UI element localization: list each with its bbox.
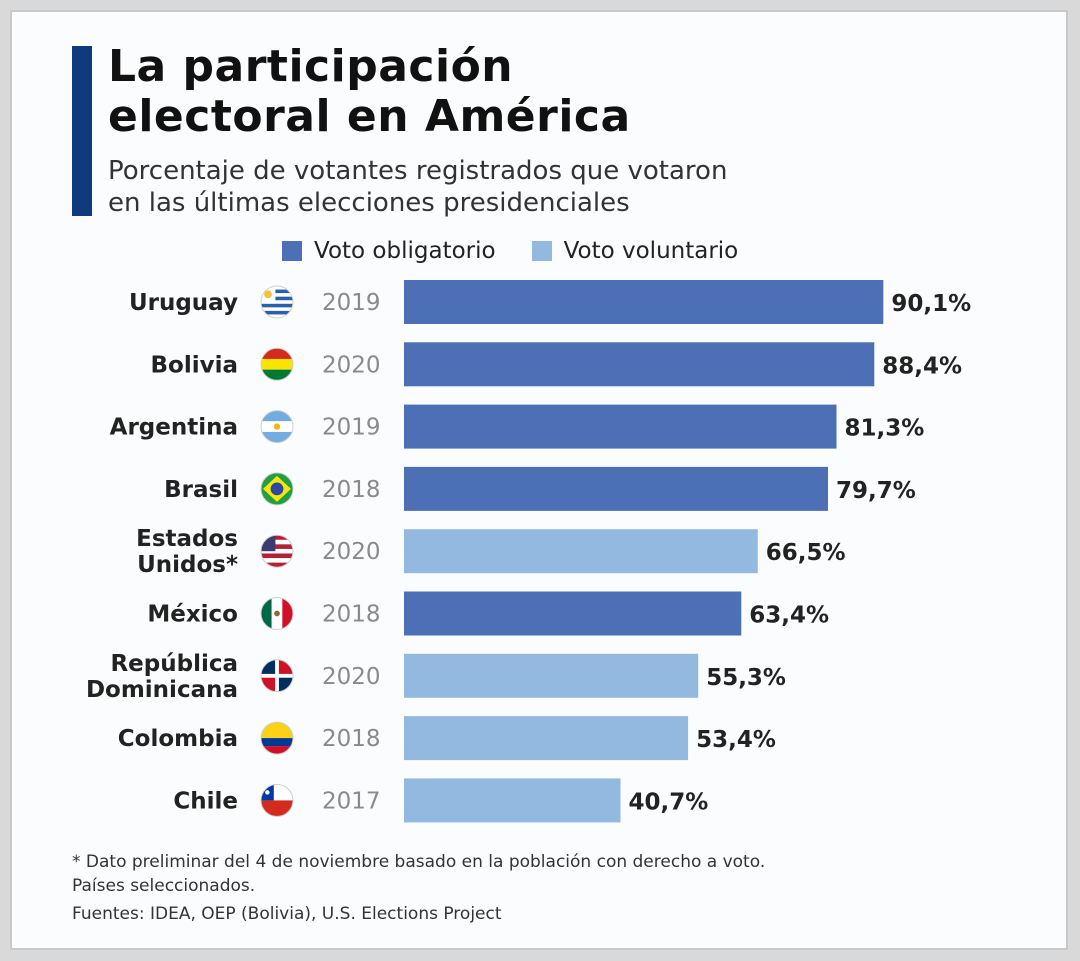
chart-subtitle-line2: en las últimas elecciones presidenciales [108, 188, 630, 218]
title-accent-bar [72, 46, 92, 216]
argentina-flag-icon [260, 410, 294, 444]
country-label-line: República [110, 651, 238, 677]
country-label-line: Uruguay [129, 290, 238, 316]
country-label-line: Brasil [164, 477, 238, 503]
footnote-line2: Países seleccionados. [72, 876, 256, 896]
chart-row: Argentina 2019 81,3% [110, 404, 925, 449]
bar [404, 716, 689, 761]
legend-item-voluntario: Voto voluntario [531, 238, 739, 264]
country-label: Argentina [110, 415, 238, 441]
country-label: Colombia [118, 726, 238, 752]
year-label: 2018 [322, 477, 381, 503]
chart-title-line1: La participación [108, 41, 514, 92]
bar [404, 529, 758, 574]
year-label: 2020 [322, 539, 381, 565]
chart-row: Estados Unidos* 2020 66,5% [136, 526, 845, 578]
bar [404, 591, 742, 636]
legend-swatch-voluntario [531, 241, 552, 261]
chart-subtitle: Porcentaje de votantes registrados que v… [108, 155, 727, 219]
chart-row: Uruguay 2019 90,1% [129, 280, 971, 324]
chart-row: República Dominicana 2020 55,3% [86, 651, 786, 703]
bar [404, 653, 699, 698]
legend-label-obligatorio: Voto obligatorio [314, 238, 496, 264]
country-label: Uruguay [129, 290, 238, 316]
chart-legend: Voto obligatorio Voto voluntario [282, 236, 738, 266]
country-label: República Dominicana [86, 651, 238, 703]
year-label: 2018 [322, 602, 381, 628]
year-label: 2019 [322, 290, 381, 316]
country-label: Estados Unidos* [136, 526, 238, 578]
footnote-line1: * Dato preliminar del 4 de noviembre bas… [72, 852, 766, 872]
country-label-line: Colombia [118, 726, 238, 752]
country-label: Brasil [164, 477, 238, 503]
value-label: 40,7% [629, 789, 709, 815]
bar [404, 778, 621, 823]
chart-row: México 2018 63,4% [147, 591, 829, 636]
bolivia-flag-icon [260, 347, 294, 381]
year-label: 2018 [322, 726, 381, 752]
bar [404, 466, 829, 511]
value-label: 79,7% [836, 478, 916, 504]
uruguay-flag-icon [260, 285, 294, 319]
chart-row: Chile 2017 40,7% [173, 778, 709, 823]
country-label: Bolivia [151, 352, 239, 378]
country-label: Chile [173, 788, 238, 814]
usa-flag-icon [260, 534, 294, 568]
value-label: 55,3% [706, 665, 786, 691]
value-label: 66,5% [766, 540, 846, 566]
chart-title: La participación electoral en América [108, 42, 631, 142]
infographic-card: La participación electoral en América Po… [10, 10, 1068, 950]
footnote: * Dato preliminar del 4 de noviembre bas… [72, 850, 765, 898]
country-label-line: Bolivia [151, 352, 239, 378]
chart-row: Bolivia 2020 88,4% [151, 342, 962, 387]
legend-swatch-obligatorio [282, 241, 302, 261]
year-label: 2020 [322, 352, 381, 378]
value-label: 90,1% [891, 291, 971, 317]
legend-item-obligatorio: Voto obligatorio [282, 238, 496, 264]
source-note: Fuentes: IDEA, OEP (Bolivia), U.S. Elect… [72, 904, 502, 924]
mexico-flag-icon [260, 597, 294, 630]
country-label-line: México [147, 602, 238, 628]
colombia-flag-icon [260, 721, 294, 755]
bar [404, 280, 884, 324]
country-label-line: Estados [136, 526, 238, 552]
country-label-line: Dominicana [86, 677, 238, 703]
country-label: México [147, 602, 238, 628]
country-label-line: Argentina [110, 415, 238, 441]
brazil-flag-icon [260, 472, 294, 506]
chart-row: Colombia 2018 53,4% [118, 716, 776, 761]
chart-subtitle-line1: Porcentaje de votantes registrados que v… [108, 156, 728, 186]
legend-label-voluntario: Voto voluntario [563, 238, 739, 264]
country-label-line: Unidos* [137, 552, 238, 578]
dominican-republic-flag-icon [260, 659, 294, 693]
year-label: 2017 [322, 788, 381, 814]
chart-row: Brasil 2018 79,7% [164, 466, 916, 511]
value-label: 81,3% [845, 416, 925, 442]
year-label: 2020 [322, 664, 381, 690]
value-label: 88,4% [882, 353, 962, 379]
chart-title-line2: electoral en América [108, 91, 631, 142]
bar-chart: Uruguay 2019 90,1% Bolivia 2020 88,4% Argentin… [86, 280, 971, 823]
value-label: 53,4% [696, 727, 776, 753]
country-label-line: Chile [173, 788, 238, 814]
year-label: 2019 [322, 415, 381, 441]
bar [404, 342, 875, 387]
chile-flag-icon [260, 783, 294, 817]
bar [404, 404, 837, 449]
value-label: 63,4% [749, 603, 829, 629]
